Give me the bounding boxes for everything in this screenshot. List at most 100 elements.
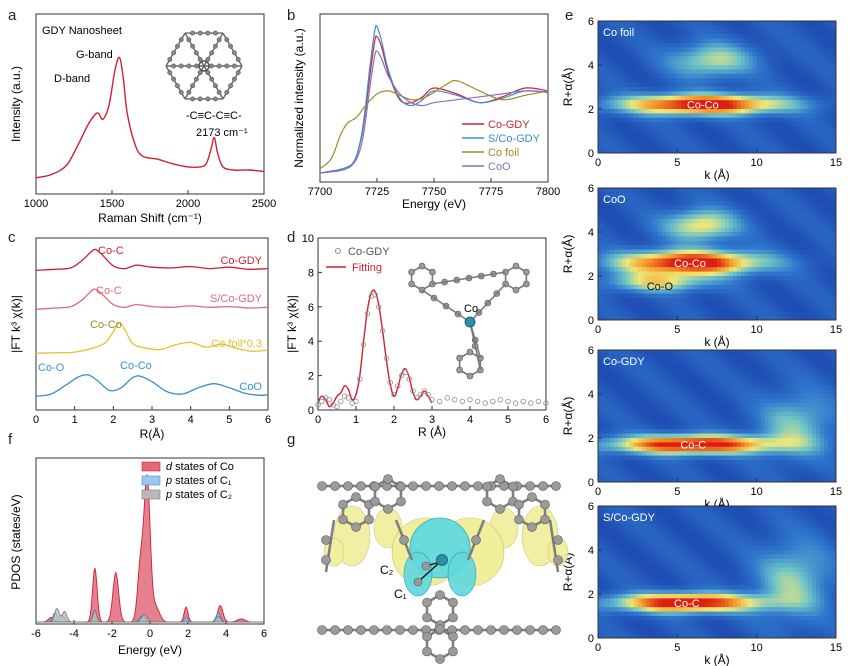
panel-e-heat-cell	[601, 311, 607, 316]
panel-e-heat-cell	[724, 385, 730, 390]
panel-e-heat-cell	[768, 293, 773, 299]
panel-e-heat-cell	[776, 232, 781, 237]
panel-e-heat-cell	[820, 73, 825, 79]
panel-e-heat-cell	[661, 188, 666, 193]
panel-e-heat-cell	[812, 29, 817, 35]
panel-e-heat-cell	[673, 424, 678, 430]
panel-e-heat-cell	[720, 236, 726, 242]
panel-e-heat-cell	[736, 363, 742, 368]
panel-e-heat-cell	[744, 205, 750, 211]
panel-e-heat-cell	[613, 402, 619, 408]
panel-e-heat-cell	[776, 420, 781, 426]
panel-e-heat-cell	[832, 21, 837, 26]
panel-e-heat-cell	[625, 284, 631, 290]
panel-e-heat-cell	[661, 363, 666, 368]
panel-e-heat-cell	[824, 122, 829, 127]
panel-e-heat-cell	[736, 78, 742, 83]
panel-e-heat-cell	[800, 411, 805, 417]
panel-e-heat-cell	[812, 407, 817, 412]
panel-e-heat-cell	[625, 78, 631, 83]
panel-e-heat-cell	[804, 424, 809, 430]
panel-e-heat-cell	[792, 363, 797, 368]
panel-e-heat-cell	[637, 276, 643, 281]
panel-e-heat-cell	[621, 232, 627, 237]
panel-e-heat-cell	[605, 91, 611, 97]
panel-e-heat-cell	[756, 315, 762, 321]
panel-e-heat-cell	[732, 302, 738, 308]
panel-e-heat-cell	[701, 385, 706, 390]
panel-e-heat-cell	[701, 367, 706, 373]
panel-e-heat-cell	[701, 34, 706, 39]
panel-e-heat-cell	[752, 25, 758, 31]
panel-e-heat-cell	[657, 56, 662, 61]
panel-e-heat-cell	[796, 210, 801, 215]
panel-e-heat-cell	[713, 372, 718, 377]
panel-e-heat-cell	[649, 218, 654, 224]
panel-e-heat-cell	[804, 78, 809, 83]
panel-e-heat-cell	[720, 73, 726, 79]
panel-e-heat-cell	[724, 350, 730, 355]
panel-e-heat-cell	[693, 25, 698, 31]
panel-e-heat-cell	[613, 25, 619, 31]
panel-e-heat-cell	[780, 188, 785, 193]
panel-e-heat-cell	[701, 148, 706, 154]
panel-e-heat-cell	[665, 298, 670, 303]
panel-e-heat-cell	[768, 148, 773, 154]
panel-e-heat-cell	[832, 376, 837, 382]
panel-e-heat-cell	[677, 267, 682, 272]
panel-e-heat-cell	[804, 131, 809, 136]
panel-e-heat-cell	[740, 113, 746, 119]
panel-e-heat-cell	[653, 21, 658, 26]
panel-e-heat-cell	[772, 350, 777, 355]
panel-e-heat-cell	[633, 276, 639, 281]
panel-e-heat-cell	[816, 240, 821, 246]
panel-e-heat-cell	[669, 389, 674, 395]
panel-c-line-s-co-gdy	[35, 288, 269, 310]
panel-e-heat-cell	[752, 232, 758, 237]
panel-e-heat-cell	[617, 144, 623, 149]
panel-e-heat-cell	[613, 245, 619, 250]
panel-e-heat-cell	[653, 240, 658, 246]
panel-e-heat-cell	[828, 43, 833, 48]
panel-e-heat-cell	[617, 380, 623, 386]
panel-e-heat-cell	[732, 69, 738, 75]
panel-e-heat-cell	[768, 100, 773, 105]
panel-e-heat-cell	[724, 363, 730, 368]
panel-e-heat-cell	[792, 65, 797, 70]
panel-e-heat-cell	[645, 223, 650, 228]
panel-e-heat-cell	[617, 21, 623, 26]
panel-e-heat-cell	[792, 192, 797, 198]
panel-a-inset-ring	[198, 60, 210, 72]
panel-e-heat-cell	[641, 60, 646, 66]
panel-e-heat-cell	[717, 232, 722, 237]
panel-e-heat-cell	[828, 122, 833, 127]
panel-e-heat-cell	[717, 385, 722, 390]
panel-e-heat-cell	[748, 139, 754, 145]
panel-e-heat-cell	[824, 25, 829, 31]
panel-e-heat-cell	[645, 354, 650, 360]
panel-d-data-point	[410, 388, 416, 394]
panel-e-heat-cell	[677, 34, 682, 39]
panel-e-heat-cell	[657, 223, 662, 228]
panel-e-heat-cell	[693, 205, 698, 211]
panel-e-heat-cell	[609, 214, 615, 220]
panel-e-heat-cell	[732, 416, 738, 421]
panel-e-heat-cell	[693, 311, 698, 316]
panel-e-heat-cell	[724, 135, 730, 141]
panel-e-heat-cell	[677, 148, 682, 154]
panel-e-heat-cell	[816, 109, 821, 114]
panel-e-heat-cell	[669, 218, 674, 224]
panel-e-heat-cell	[633, 271, 639, 277]
panel-e-heat-cell	[800, 95, 805, 101]
panel-e-heat-cell	[796, 236, 801, 242]
panel-e-heat-cell	[756, 280, 762, 286]
panel-e-heat-cell	[677, 21, 682, 26]
panel-e-heat-cell	[820, 69, 825, 75]
panel-e-heat-cell	[776, 218, 781, 224]
panel-e-heat-cell	[800, 82, 805, 88]
panel-e-heat-cell	[685, 113, 690, 119]
panel-c-xlabel: R(Å)	[140, 426, 165, 441]
panel-e-heat-cell	[728, 385, 734, 390]
panel-e-heat-cell	[744, 394, 750, 399]
panel-e-heat-cell	[756, 240, 762, 246]
